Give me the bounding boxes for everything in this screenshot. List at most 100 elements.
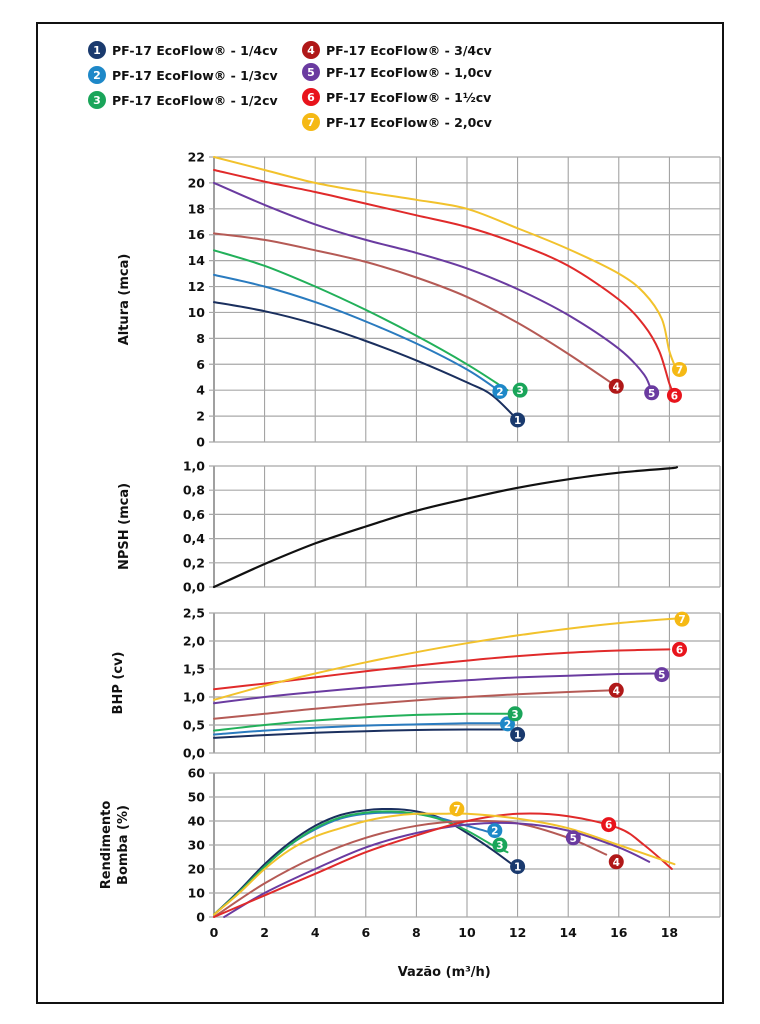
legend-label-5: PF-17 EcoFlow® - 1,0cv: [326, 64, 492, 80]
legend-label-1: PF-17 EcoFlow® - 1/4cv: [112, 42, 278, 58]
legend-marker-4: 4: [302, 41, 320, 59]
series-marker-label-3: 3: [496, 840, 503, 852]
series-marker-3: [492, 837, 508, 853]
legend-item-7: 7 PF-17 EcoFlow® - 2,0cv: [302, 112, 492, 132]
series-marker-label-2: 2: [496, 386, 503, 398]
series-marker-label-2: 2: [504, 719, 511, 731]
series-line-2: [213, 273, 501, 393]
y-tick-label: 20: [188, 862, 206, 877]
x-tick-label: 8: [412, 925, 421, 940]
series-line-1: [213, 807, 517, 916]
series-marker-5: [644, 385, 660, 401]
series-marker-7: [672, 361, 688, 377]
y-tick-label: 60: [188, 766, 206, 781]
legend-marker-7: 7: [302, 113, 320, 131]
legend-label-4: PF-17 EcoFlow® - 3/4cv: [326, 42, 492, 58]
series-marker-3: [507, 706, 523, 722]
y-tick-label: 14: [188, 253, 206, 268]
legend-item-1: 1 PF-17 EcoFlow® - 1/4cv: [88, 40, 278, 60]
y-tick-label: 16: [188, 227, 206, 242]
y-axis-label-line: Rendimento: [99, 801, 114, 890]
series-marker-6: [666, 387, 682, 403]
y-tick-label: 1,5: [183, 662, 205, 677]
series-marker-label-2: 2: [491, 826, 498, 838]
series-marker-7: [674, 611, 690, 627]
y-tick-label: 6: [196, 357, 205, 372]
y-tick-label: 0,0: [183, 580, 205, 595]
y-tick-label: 10: [188, 886, 206, 901]
series-marker-label-1: 1: [514, 730, 521, 742]
y-tick-label: 1,0: [183, 459, 205, 474]
series-line-6: [213, 812, 673, 918]
y-axis-label: Rendimento Bomba (%): [99, 801, 131, 890]
y-tick-label: 30: [188, 838, 206, 853]
series-marker-label-7: 7: [676, 364, 683, 376]
y-axis-label: BHP (cv): [111, 652, 126, 715]
x-axis-label: Vazão (m³/h): [398, 965, 491, 980]
y-tick-label: 0,5: [183, 718, 205, 733]
y-tick-label: 0,8: [183, 483, 205, 498]
legend-label-7: PF-17 EcoFlow® - 2,0cv: [326, 114, 492, 130]
series-marker-7: [449, 801, 465, 817]
series-marker-label-1: 1: [514, 415, 521, 427]
legend-item-6: 6 PF-17 EcoFlow® - 1½cv: [302, 87, 491, 107]
series-marker-label-3: 3: [511, 709, 518, 721]
x-tick-label: 2: [260, 925, 269, 940]
y-tick-label: 0,0: [183, 746, 205, 761]
series-marker-label-5: 5: [648, 388, 655, 400]
legend-marker-3: 3: [88, 91, 106, 109]
series-line-1: [213, 728, 511, 739]
y-tick-label: 40: [188, 814, 206, 829]
series-marker-label-4: 4: [613, 685, 620, 697]
series-line-7: [213, 617, 676, 701]
series-line-npsh: [212, 466, 679, 589]
series-line-5: [213, 672, 658, 705]
legend-label-6: PF-17 EcoFlow® - 1½cv: [326, 89, 492, 105]
legend-item-3: 3 PF-17 EcoFlow® - 1/2cv: [88, 90, 278, 110]
series-line-3: [213, 712, 514, 732]
y-tick-label: 20: [188, 175, 206, 190]
y-tick-label: 0,6: [183, 507, 205, 522]
y-tick-label: 4: [196, 383, 205, 398]
y-axis-label-line: Bomba (%): [116, 805, 131, 885]
series-marker-label-6: 6: [671, 390, 678, 402]
y-tick-label: 18: [188, 201, 205, 216]
x-tick-label: 0: [210, 925, 219, 940]
y-tick-label: 0: [196, 910, 205, 925]
series-marker-label-5: 5: [570, 833, 577, 845]
y-tick-label: 12: [188, 279, 205, 294]
series-marker-label-6: 6: [676, 644, 683, 656]
series-marker-label-7: 7: [453, 804, 460, 816]
y-tick-label: 22: [188, 150, 205, 165]
y-tick-label: 0,2: [183, 555, 205, 570]
series-marker-2: [492, 383, 508, 399]
y-tick-label: 0: [196, 435, 205, 450]
series-marker-6: [601, 817, 617, 833]
x-tick-label: 16: [610, 925, 628, 940]
series-marker-3: [512, 382, 528, 398]
x-tick-label: 6: [361, 925, 370, 940]
series-line-4: [213, 819, 608, 918]
x-tick-label: 18: [661, 925, 678, 940]
series-line-4: [213, 689, 615, 720]
series-marker-4: [608, 854, 624, 870]
legend-item-4: 4 PF-17 EcoFlow® - 3/4cv: [302, 40, 492, 60]
series-line-3: [213, 810, 509, 916]
x-tick-label: 14: [559, 925, 577, 940]
series-line-4: [213, 232, 618, 388]
series-marker-label-1: 1: [514, 862, 521, 874]
series-marker-5: [565, 830, 581, 846]
legend-marker-5: 5: [302, 63, 320, 81]
series-marker-4: [608, 682, 624, 698]
legend-marker-2: 2: [88, 66, 106, 84]
series-marker-1: [510, 727, 526, 743]
series-marker-label-5: 5: [658, 670, 665, 682]
series-line-5: [213, 181, 653, 394]
legend-item-5: 5 PF-17 EcoFlow® - 1,0cv: [302, 62, 492, 82]
series-marker-1: [510, 412, 526, 428]
legend-label-2: PF-17 EcoFlow® - 1/3cv: [112, 67, 278, 83]
series-line-6: [213, 169, 676, 397]
y-tick-label: 8: [196, 331, 205, 346]
x-tick-label: 4: [311, 925, 320, 940]
